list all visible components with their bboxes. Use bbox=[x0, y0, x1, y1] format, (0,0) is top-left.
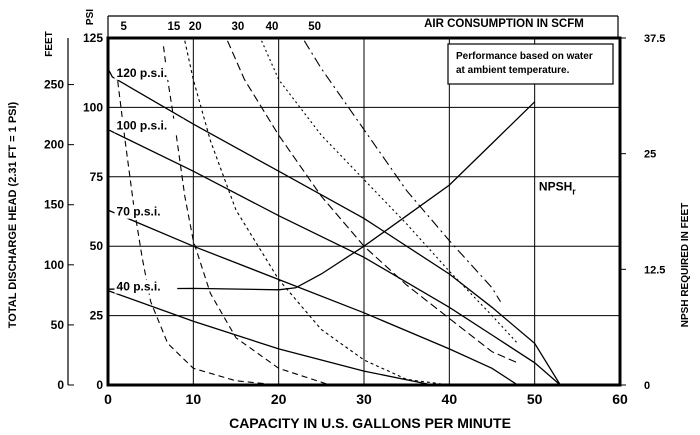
head-curve-120-p-s-i bbox=[107, 68, 561, 386]
series-label-bg bbox=[114, 204, 178, 219]
y-axis-title-npsh: NPSH REQUIRED IN FEET bbox=[680, 203, 691, 327]
y-axis-title-feet: TOTAL DISCHARGE HEAD (2.31 FT = 1 PSI) bbox=[7, 101, 19, 328]
air-curve-15-scfm bbox=[162, 46, 331, 386]
series-label-100-p-s-i: 100 p.s.i. bbox=[117, 119, 168, 133]
series-label-120-p-s-i: 120 p.s.i. bbox=[117, 66, 168, 80]
head-curve-40-p-s-i bbox=[107, 289, 433, 386]
psi-tick-label: 25 bbox=[90, 309, 104, 323]
x-tick-label: 40 bbox=[442, 391, 458, 407]
x-tick-label: 60 bbox=[612, 391, 628, 407]
feet-tick-label: 50 bbox=[51, 318, 65, 332]
npsh-tick-label: 12.5 bbox=[644, 264, 665, 276]
head-curve-100-p-s-i bbox=[107, 129, 561, 386]
air-curve-50-scfm bbox=[303, 40, 501, 302]
head-curve-70-p-s-i bbox=[107, 209, 518, 386]
x-tick-label: 0 bbox=[104, 391, 112, 407]
top-axis-title: AIR CONSUMPTION IN SCFM bbox=[424, 18, 584, 30]
psi-tick-label: 0 bbox=[96, 378, 103, 392]
feet-tick-label: 150 bbox=[44, 198, 64, 212]
feet-tick-label: 250 bbox=[44, 78, 64, 92]
scfm-tick-label: 30 bbox=[231, 21, 244, 33]
psi-tick-label: 125 bbox=[83, 31, 103, 45]
npsh-tick-label: 25 bbox=[644, 149, 656, 161]
series-label-40-p-s-i: 40 p.s.i. bbox=[117, 280, 161, 294]
scfm-tick-label: 40 bbox=[266, 21, 279, 33]
annotation-line-2: at ambient temperature. bbox=[456, 65, 570, 76]
npsh-tick-label: 37.5 bbox=[644, 33, 665, 45]
scfm-tick-label: 20 bbox=[189, 21, 202, 33]
y-axis-unit-feet: FEET bbox=[44, 31, 55, 57]
feet-tick-label: 100 bbox=[44, 258, 64, 272]
x-tick-label: 50 bbox=[527, 391, 543, 407]
npshr-curve bbox=[107, 101, 536, 291]
curves bbox=[107, 40, 561, 386]
air-curve-40-scfm bbox=[261, 40, 519, 344]
npshr-label: NPSHr bbox=[539, 180, 576, 197]
air-curve-30-scfm bbox=[226, 40, 518, 364]
feet-tick-label: 200 bbox=[44, 138, 64, 152]
grid bbox=[108, 38, 620, 385]
x-axis-title: CAPACITY IN U.S. GALLONS PER MINUTE bbox=[229, 415, 511, 431]
annotation-box bbox=[447, 43, 614, 85]
series-label-bg bbox=[114, 279, 178, 294]
series-label-bg bbox=[114, 65, 184, 80]
psi-tick-label: 100 bbox=[83, 100, 103, 114]
tick-labels: 0 10 20 30 40 50 60025507510012505010015020025… bbox=[44, 21, 665, 407]
series-label-bg bbox=[114, 118, 184, 133]
annotation-line-1: Performance based on water bbox=[456, 51, 593, 62]
scfm-tick-label: 50 bbox=[308, 21, 321, 33]
series-label-70-p-s-i: 70 p.s.i. bbox=[117, 205, 161, 219]
scfm-tick-label: 15 bbox=[167, 21, 180, 33]
y-axis-unit-psi: PSI bbox=[85, 9, 96, 25]
x-tick-label: 20 bbox=[271, 391, 287, 407]
npsh-tick-label: 0 bbox=[644, 380, 650, 392]
axes bbox=[67, 15, 626, 387]
scfm-tick-label: 5 bbox=[121, 21, 128, 33]
x-tick-label: 10 bbox=[186, 391, 202, 407]
air-curve-5-scfm bbox=[115, 71, 279, 386]
psi-tick-label: 75 bbox=[90, 170, 104, 184]
psi-tick-label: 50 bbox=[90, 239, 104, 253]
x-tick-label: 30 bbox=[356, 391, 372, 407]
feet-tick-label: 0 bbox=[57, 378, 64, 392]
plot-frame bbox=[106, 36, 622, 387]
